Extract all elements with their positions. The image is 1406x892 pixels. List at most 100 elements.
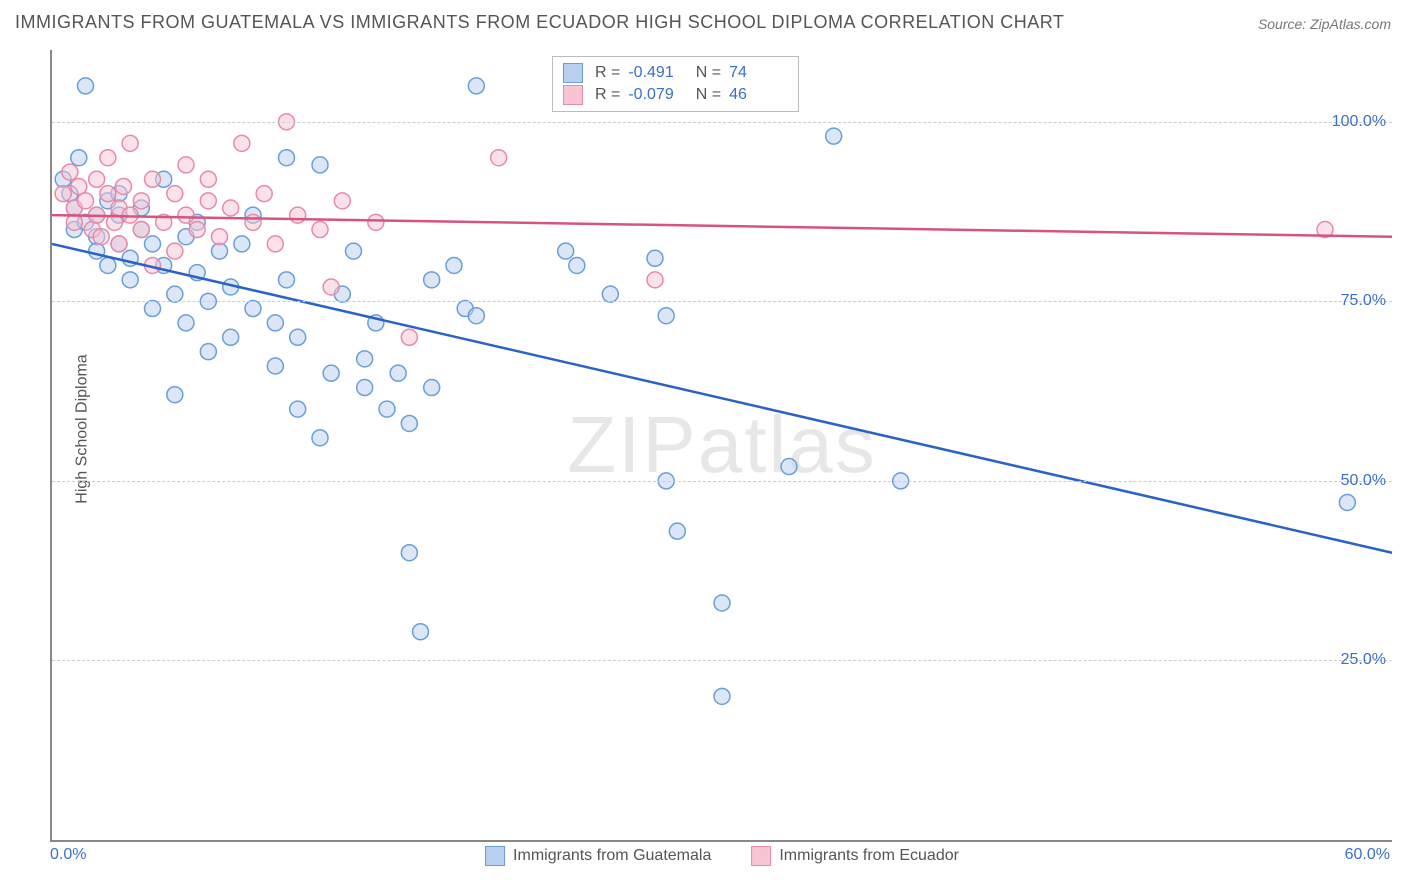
data-point: [167, 286, 183, 302]
data-point: [357, 351, 373, 367]
data-point: [234, 135, 250, 151]
chart-title: IMMIGRANTS FROM GUATEMALA VS IMMIGRANTS …: [15, 12, 1064, 33]
data-point: [122, 135, 138, 151]
data-point: [647, 250, 663, 266]
data-point: [133, 193, 149, 209]
data-point: [401, 415, 417, 431]
data-point: [145, 301, 161, 317]
data-point: [178, 207, 194, 223]
data-point: [446, 257, 462, 273]
series-legend: Immigrants from Guatemala Immigrants from…: [485, 846, 959, 866]
data-point: [357, 380, 373, 396]
data-point: [602, 286, 618, 302]
data-point: [379, 401, 395, 417]
legend-swatch: [563, 85, 583, 105]
data-point: [267, 315, 283, 331]
data-point: [245, 301, 261, 317]
data-point: [178, 157, 194, 173]
legend-stat-label: N =: [691, 64, 721, 82]
data-point: [223, 329, 239, 345]
legend-stat-label: R =: [595, 64, 620, 82]
y-tick-label: 50.0%: [1341, 472, 1386, 490]
data-point: [78, 193, 94, 209]
data-point: [100, 150, 116, 166]
data-point: [826, 128, 842, 144]
data-point: [200, 171, 216, 187]
data-point: [468, 308, 484, 324]
data-point: [167, 387, 183, 403]
data-point: [245, 214, 261, 230]
data-point: [413, 624, 429, 640]
data-point: [647, 272, 663, 288]
data-point: [267, 236, 283, 252]
legend-item: Immigrants from Guatemala: [485, 846, 711, 866]
data-point: [122, 272, 138, 288]
data-point: [223, 200, 239, 216]
data-point: [290, 401, 306, 417]
y-tick-label: 25.0%: [1341, 651, 1386, 669]
plot-area: ZIPatlas R =-0.491 N =74R =-0.079 N =46 …: [50, 50, 1392, 842]
data-point: [200, 344, 216, 360]
data-point: [71, 150, 87, 166]
data-point: [145, 171, 161, 187]
stats-legend: R =-0.491 N =74R =-0.079 N =46: [552, 56, 799, 112]
legend-n-value: 46: [729, 86, 784, 104]
legend-stat-label: N =: [691, 86, 721, 104]
legend-swatch: [751, 846, 771, 866]
y-tick-label: 100.0%: [1332, 113, 1386, 131]
data-point: [346, 243, 362, 259]
legend-stat-label: R =: [595, 86, 620, 104]
data-point: [323, 365, 339, 381]
data-point: [312, 157, 328, 173]
data-point: [279, 150, 295, 166]
data-point: [267, 358, 283, 374]
data-point: [781, 459, 797, 475]
legend-swatch: [563, 63, 583, 83]
legend-swatch: [485, 846, 505, 866]
chart-container: IMMIGRANTS FROM GUATEMALA VS IMMIGRANTS …: [0, 0, 1406, 892]
gridline: [52, 481, 1392, 482]
data-point: [468, 78, 484, 94]
data-point: [368, 214, 384, 230]
data-point: [200, 193, 216, 209]
data-point: [212, 229, 228, 245]
plot-svg: [52, 50, 1392, 840]
data-point: [401, 545, 417, 561]
data-point: [115, 178, 131, 194]
data-point: [312, 430, 328, 446]
data-point: [714, 595, 730, 611]
legend-r-value: -0.491: [628, 64, 683, 82]
legend-row: R = -0.491 N = 74: [563, 63, 788, 83]
data-point: [100, 186, 116, 202]
y-tick-label: 75.0%: [1341, 292, 1386, 310]
data-point: [189, 222, 205, 238]
data-point: [290, 329, 306, 345]
data-point: [424, 272, 440, 288]
data-point: [323, 279, 339, 295]
data-point: [1339, 494, 1355, 510]
gridline: [52, 301, 1392, 302]
data-point: [669, 523, 685, 539]
data-point: [167, 243, 183, 259]
legend-item: Immigrants from Ecuador: [751, 846, 959, 866]
data-point: [167, 186, 183, 202]
data-point: [279, 272, 295, 288]
x-tick-label: 0.0%: [50, 846, 86, 864]
data-point: [93, 229, 109, 245]
gridline: [52, 660, 1392, 661]
data-point: [89, 171, 105, 187]
data-point: [111, 236, 127, 252]
data-point: [714, 688, 730, 704]
data-point: [401, 329, 417, 345]
data-point: [55, 186, 71, 202]
data-point: [100, 257, 116, 273]
data-point: [390, 365, 406, 381]
source-attribution: Source: ZipAtlas.com: [1258, 16, 1391, 32]
legend-label: Immigrants from Ecuador: [779, 847, 959, 865]
data-point: [62, 164, 78, 180]
regression-line: [52, 244, 1392, 553]
data-point: [312, 222, 328, 238]
legend-n-value: 74: [729, 64, 784, 82]
gridline: [52, 122, 1392, 123]
data-point: [569, 257, 585, 273]
